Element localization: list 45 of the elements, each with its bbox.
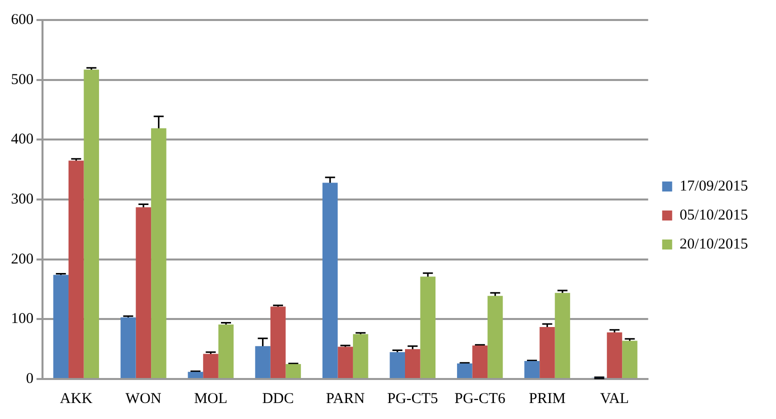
legend-label: 17/09/2015	[680, 178, 748, 194]
bar	[472, 345, 488, 378]
bar	[524, 361, 540, 378]
bar	[338, 346, 353, 378]
bar	[270, 306, 286, 378]
bar	[457, 363, 472, 378]
x-tick-label: PG-CT6	[454, 390, 506, 407]
bar	[390, 352, 405, 378]
bar	[352, 334, 368, 378]
bar	[488, 296, 503, 378]
bar	[188, 372, 204, 378]
y-tick-label: 200	[11, 251, 34, 268]
x-tick-label: PG-CT5	[387, 390, 438, 407]
bar	[53, 274, 69, 378]
bar	[420, 276, 436, 378]
bar	[136, 207, 152, 378]
bar	[84, 70, 100, 378]
x-tick-label: WON	[126, 390, 162, 407]
y-tick-label: 300	[11, 191, 34, 208]
bar	[68, 160, 84, 378]
x-tick-label: PARN	[326, 390, 365, 407]
bar	[540, 326, 555, 378]
x-tick-label: DDC	[262, 390, 294, 407]
y-tick-label: 0	[26, 370, 34, 387]
bar	[286, 364, 301, 378]
y-tick-label: 600	[11, 12, 34, 28]
bar	[120, 317, 136, 378]
bar	[622, 340, 638, 378]
x-tick-label: AKK	[60, 390, 93, 407]
legend-label: 05/10/2015	[680, 207, 748, 224]
y-tick-label: 400	[11, 132, 34, 148]
bar	[218, 324, 234, 378]
bar	[554, 292, 570, 378]
y-tick-label: 100	[11, 311, 34, 328]
legend-label: 20/10/2015	[680, 236, 748, 252]
y-tick-label: 500	[11, 72, 34, 88]
bar	[606, 332, 622, 378]
x-tick-label: PRIM	[528, 390, 566, 407]
bar	[203, 354, 218, 378]
bar	[322, 182, 338, 378]
x-tick-label: MOL	[194, 390, 228, 407]
bar	[255, 346, 270, 378]
bar	[405, 349, 420, 378]
bar	[151, 128, 166, 378]
x-tick-label: VAL	[600, 390, 629, 407]
